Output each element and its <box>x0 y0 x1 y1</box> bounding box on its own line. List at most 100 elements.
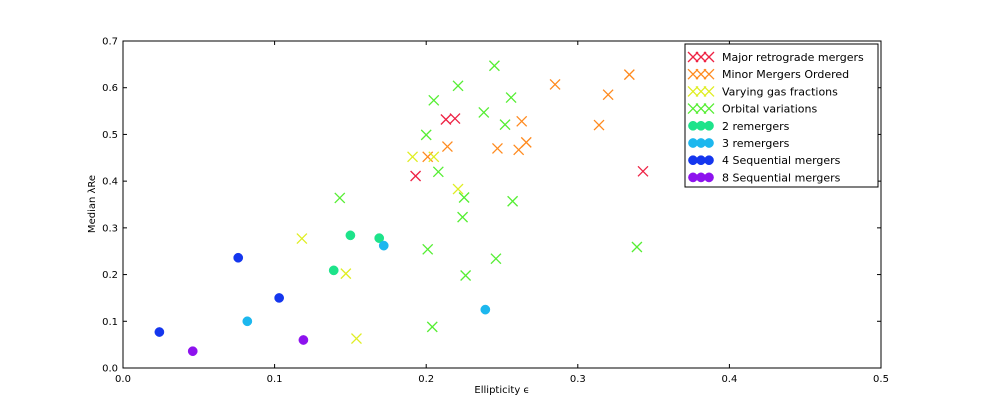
legend-label: 4 Sequential mergers <box>722 154 841 167</box>
data-point <box>441 141 453 153</box>
data-point <box>432 166 444 178</box>
legend-marker <box>687 85 699 97</box>
data-point <box>422 243 434 255</box>
y-axis-label: Median λRe <box>87 175 98 233</box>
data-point <box>378 240 389 251</box>
data-point <box>516 115 528 127</box>
data-point <box>602 89 614 101</box>
data-point <box>420 129 432 141</box>
data-point <box>457 211 469 223</box>
legend-marker <box>703 51 715 63</box>
legend-label: Orbital variations <box>722 103 817 116</box>
data-point <box>410 170 422 182</box>
legend-marker <box>695 103 707 115</box>
x-tick-label: 0.2 <box>418 374 434 385</box>
legend-label: Major retrograde mergers <box>722 51 864 64</box>
data-point <box>428 94 440 106</box>
data-point <box>452 80 464 92</box>
x-tick-label: 0.0 <box>115 374 131 385</box>
data-point <box>407 151 419 163</box>
y-tick-label: 0.3 <box>102 223 118 234</box>
y-axis: 0.0 0.1 0.2 0.3 0.4 0.5 0.6 0.7 <box>102 37 881 375</box>
legend-label: 2 remergers <box>722 120 790 133</box>
legend-marker <box>687 51 699 63</box>
series-2 <box>296 151 464 345</box>
data-point <box>154 327 165 337</box>
data-point <box>623 69 635 81</box>
data-point <box>426 321 438 333</box>
data-points <box>154 60 649 357</box>
legend-item: 3 remergers <box>688 137 790 150</box>
legend-marker <box>687 68 699 80</box>
data-point <box>637 165 649 177</box>
series-5 <box>242 240 491 327</box>
legend-item: Orbital variations <box>687 103 817 116</box>
legend-marker <box>703 85 715 97</box>
legend-marker <box>687 103 699 115</box>
legend-item: Major retrograde mergers <box>687 51 864 64</box>
y-tick-label: 0.0 <box>102 364 118 375</box>
legend-marker <box>695 68 707 80</box>
x-tick-label: 0.3 <box>570 374 586 385</box>
data-point <box>187 346 198 357</box>
legend-item: Varying gas fractions <box>687 85 838 98</box>
legend-item: Minor Mergers Ordered <box>687 68 849 81</box>
data-point <box>631 241 643 253</box>
legend-marker <box>704 155 714 166</box>
series-6 <box>154 252 284 337</box>
data-point <box>458 192 470 203</box>
series-3 <box>334 60 643 333</box>
y-tick-label: 0.4 <box>102 177 118 188</box>
data-point <box>345 230 356 241</box>
data-point <box>491 142 503 154</box>
x-axis-label: Ellipticity ϵ <box>474 385 529 396</box>
data-point <box>296 233 308 245</box>
x-axis: 0.0 0.1 0.2 0.3 0.4 0.5 <box>115 41 889 385</box>
data-point <box>340 268 352 280</box>
data-point <box>499 119 511 131</box>
legend-label: Minor Mergers Ordered <box>722 68 849 81</box>
legend-marker <box>704 120 714 131</box>
series-7 <box>187 335 309 357</box>
series-4 <box>328 230 385 276</box>
legend-box <box>684 43 879 188</box>
data-point <box>351 333 362 345</box>
x-tick-label: 0.4 <box>721 374 737 385</box>
legend-label: 8 Sequential mergers <box>722 171 841 184</box>
data-point <box>449 113 461 125</box>
data-point <box>549 78 561 90</box>
legend-label: 3 remergers <box>722 137 790 150</box>
data-point <box>490 253 502 265</box>
y-tick-label: 0.5 <box>102 130 118 141</box>
legend-label: Varying gas fractions <box>722 85 838 98</box>
data-point <box>520 136 532 148</box>
legend-marker <box>704 138 714 148</box>
legend-marker <box>695 85 707 97</box>
legend: Major retrograde mergers Minor Mergers Or… <box>684 43 879 188</box>
data-point <box>274 293 284 303</box>
data-point <box>480 304 491 315</box>
y-tick-label: 0.2 <box>102 270 118 281</box>
data-point <box>298 335 309 345</box>
y-tick-label: 0.7 <box>102 37 118 48</box>
legend-item: 4 Sequential mergers <box>688 154 841 167</box>
data-point <box>440 114 452 125</box>
data-point <box>428 151 440 163</box>
legend-item: 2 remergers <box>688 120 790 133</box>
data-point <box>452 183 464 195</box>
data-point <box>507 195 519 207</box>
series-0 <box>410 113 649 182</box>
data-point <box>374 233 385 243</box>
legend-marker <box>703 68 715 80</box>
y-tick-label: 0.6 <box>102 83 118 94</box>
data-point <box>328 265 339 276</box>
data-point <box>334 192 346 204</box>
data-point <box>460 270 472 281</box>
data-point <box>233 252 244 263</box>
legend-item: 8 Sequential mergers <box>688 171 841 184</box>
data-point <box>242 316 253 327</box>
legend-marker <box>704 172 714 183</box>
data-point <box>505 92 517 103</box>
data-point <box>488 60 500 72</box>
